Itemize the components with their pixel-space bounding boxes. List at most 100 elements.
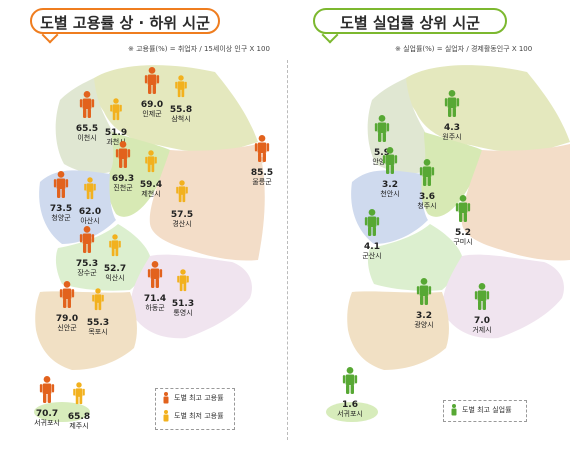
unemployment-value: 1.6 [342, 400, 358, 410]
employment-value: 65.8 [68, 412, 90, 422]
person-icon-high [59, 280, 75, 308]
city-name: 아산시 [80, 216, 99, 225]
employment-value: 65.5 [76, 124, 98, 134]
city-name: 안양시 [372, 157, 391, 166]
city-name: 울릉군 [252, 178, 272, 186]
unemployment-value: 5.9 [374, 148, 390, 158]
region-gyeonggi [367, 78, 433, 174]
panel-divider [287, 60, 288, 440]
person-icon-high [79, 90, 95, 118]
employment-value: 69.0 [141, 100, 163, 110]
city-name: 이천시 [77, 133, 96, 142]
city-name: 인제군 [142, 109, 162, 118]
region-gyeongbuk [461, 144, 570, 261]
person-icon-high [53, 170, 69, 198]
employment-value: 51.3 [172, 299, 194, 309]
right-legend: 도별 최고 실업률 [443, 400, 527, 422]
region-jeju [34, 402, 90, 422]
unemployment-value: 7.0 [474, 316, 490, 326]
person-icon-low [92, 288, 104, 311]
person-icon-low [73, 382, 85, 405]
city-name: 제주시 [69, 422, 88, 430]
city-name: 신안군 [57, 323, 77, 332]
city-name: 광양시 [414, 321, 433, 329]
employment-value: 75.3 [76, 259, 98, 269]
person-icon-unemp [374, 114, 390, 142]
employment-value: 55.8 [170, 105, 192, 115]
person-icon-high [254, 134, 270, 162]
unemployment-value: 3.6 [419, 192, 435, 202]
employment-value: 69.3 [112, 174, 134, 184]
unemployment-value: 4.1 [364, 242, 380, 252]
person-icon-low [84, 177, 96, 200]
city-name: 원주시 [442, 132, 461, 141]
employment-value: 52.7 [104, 264, 126, 274]
region-gyeongnam [442, 254, 564, 339]
region-jeju [326, 402, 378, 422]
legend-unemp-label: 도별 최고 실업률 [462, 406, 512, 414]
person-icon-low [163, 410, 169, 422]
employment-value: 51.9 [105, 128, 127, 138]
employment-value: 59.4 [140, 180, 162, 190]
legend-low-row: 도별 최저 고용률 [156, 407, 234, 425]
legend-unemp-row: 도별 최고 실업률 [444, 401, 526, 419]
legend-high-label: 도별 최고 고용률 [174, 394, 224, 402]
person-icon-low [177, 269, 189, 292]
person-icon-unemp [474, 282, 490, 310]
city-name: 군산시 [362, 251, 381, 260]
unemployment-value: 4.3 [444, 123, 460, 133]
left-formula: ※ 고용률(%) = 취업자 / 15세이상 인구 X 100 [128, 45, 270, 53]
person-icon-low [175, 75, 187, 98]
city-name: 서귀포시 [34, 418, 60, 427]
person-icon-unemp [455, 194, 471, 222]
region-gangwon [92, 65, 258, 153]
region-chungbuk [419, 132, 482, 217]
city-name: 청주시 [417, 202, 436, 210]
city-name: 통영시 [173, 308, 192, 317]
employment-value: 85.5 [251, 168, 273, 178]
region-jeonbuk [55, 224, 151, 291]
region-gyeonggi [55, 78, 121, 174]
person-icon-low [109, 234, 121, 257]
employment-value: 73.5 [50, 204, 72, 214]
city-name: 제천시 [141, 189, 160, 198]
right-title: 도별 실업률 상위 시군 [313, 8, 507, 34]
person-icon-high [115, 140, 131, 168]
person-icon-high [39, 375, 55, 403]
person-icon-unemp [342, 366, 358, 394]
person-icon-low [110, 98, 122, 121]
person-icon-unemp [382, 146, 398, 174]
city-name: 서귀포시 [337, 409, 363, 418]
person-icon-unemp [364, 208, 380, 236]
city-name: 삼척시 [171, 114, 190, 123]
city-name: 청양군 [51, 214, 71, 222]
city-name: 진천군 [113, 183, 133, 192]
employment-value: 62.0 [79, 207, 101, 217]
person-icon-low [176, 180, 188, 203]
person-icon-high [147, 260, 163, 288]
person-icon-high [79, 225, 95, 253]
city-name: 과천시 [106, 137, 125, 146]
employment-value: 70.7 [36, 409, 58, 419]
region-gangwon [404, 65, 570, 153]
unemployment-value: 5.2 [455, 228, 471, 238]
left-legend: 도별 최고 고용률 도별 최저 고용률 [155, 388, 235, 430]
city-name: 구미시 [453, 237, 472, 246]
person-icon-unemp [444, 89, 460, 117]
employment-value: 79.0 [56, 314, 78, 324]
city-name: 거제시 [472, 325, 491, 334]
left-korea-map [34, 65, 265, 422]
city-name: 하동군 [145, 303, 165, 312]
legend-high-row: 도별 최고 고용률 [156, 389, 234, 407]
person-icon-unemp [416, 277, 432, 305]
city-name: 익산시 [105, 273, 124, 282]
person-icon-unemp [419, 158, 435, 186]
unemployment-value: 3.2 [416, 311, 432, 321]
right-formula: ※ 실업률(%) = 실업자 / 경제활동인구 X 100 [395, 45, 533, 53]
unemployment-value: 3.2 [382, 180, 398, 190]
right-korea-map [326, 65, 570, 422]
city-name: 장수군 [77, 268, 97, 277]
region-gyeongbuk [149, 144, 265, 261]
region-jeonbuk [367, 224, 462, 291]
